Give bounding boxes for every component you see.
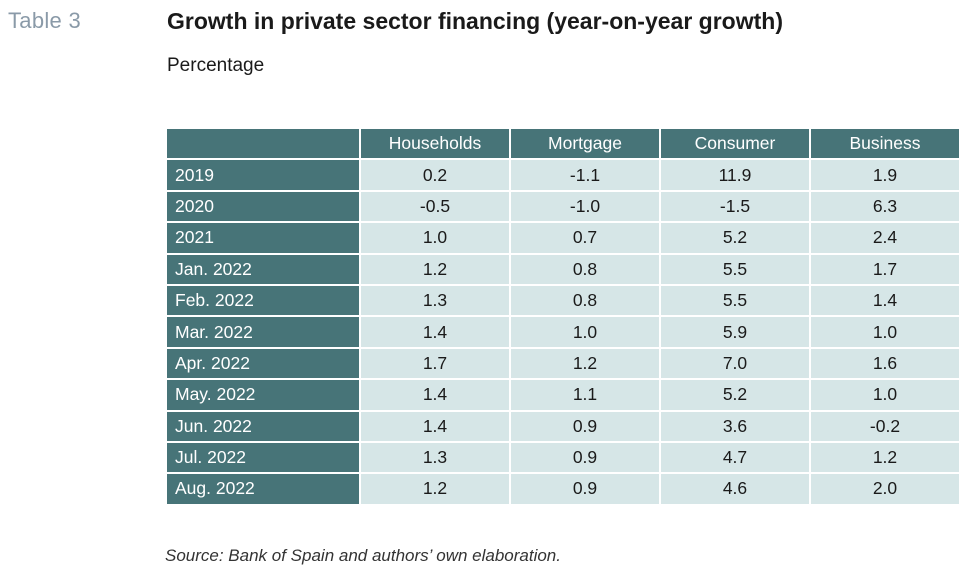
row-label: 2020 [166,190,360,223]
table-cell-consumer: 3.6 [660,410,810,442]
data-table: Households Mortgage Consumer Business 2019 0.… [166,128,960,505]
table-title: Growth in private sector financing (year… [167,8,783,34]
header-corner-cell [166,128,360,160]
table-cell-mortgage: 0.8 [510,253,660,285]
table-cell-mortgage: 1.1 [510,379,660,411]
column-header-business: Business [810,128,960,160]
table-cell-business: 2.0 [810,473,960,505]
table-cell-mortgage: 0.8 [510,284,660,317]
table-cell-business: 1.0 [810,316,960,348]
table-cell-consumer: 5.5 [660,253,810,285]
table-cell-households: 1.0 [360,222,510,254]
row-label: Jul. 2022 [166,441,360,474]
table-cell-households: 0.2 [360,159,510,191]
table-cell-consumer: 5.2 [660,379,810,411]
row-label: May. 2022 [166,379,360,411]
table-cell-mortgage: 1.2 [510,347,660,380]
table-cell-mortgage: 0.9 [510,441,660,474]
table-cell-mortgage: -1.1 [510,159,660,191]
table-cell-mortgage: 0.9 [510,473,660,505]
table-number: Table 3 [8,8,82,33]
table-cell-households: 1.2 [360,473,510,505]
table-cell-households: 1.4 [360,410,510,442]
table-cell-mortgage: 0.7 [510,222,660,254]
table-cell-business: 1.6 [810,347,960,380]
column-header-mortgage: Mortgage [510,128,660,160]
row-label: Jan. 2022 [166,253,360,285]
row-label: Jun. 2022 [166,410,360,442]
table-cell-mortgage: 1.0 [510,316,660,348]
row-label: Mar. 2022 [166,316,360,348]
row-label: Apr. 2022 [166,347,360,380]
row-label: 2019 [166,159,360,191]
row-label: Feb. 2022 [166,284,360,317]
row-label: Aug. 2022 [166,473,360,505]
table-cell-business: 6.3 [810,190,960,223]
table-cell-households: 1.3 [360,284,510,317]
column-header-households: Households [360,128,510,160]
table-cell-consumer: 5.2 [660,222,810,254]
table-cell-households: -0.5 [360,190,510,223]
table-cell-mortgage: 0.9 [510,410,660,442]
table-cell-consumer: 4.6 [660,473,810,505]
column-header-consumer: Consumer [660,128,810,160]
table-cell-consumer: 11.9 [660,159,810,191]
table-cell-business: 1.4 [810,284,960,317]
table-cell-consumer: 7.0 [660,347,810,380]
table-cell-business: 2.4 [810,222,960,254]
table-cell-consumer: 4.7 [660,441,810,474]
table-cell-consumer: 5.9 [660,316,810,348]
source-note: Source: Bank of Spain and authors’ own e… [165,546,561,565]
table-cell-mortgage: -1.0 [510,190,660,223]
table-cell-business: 1.2 [810,441,960,474]
table-cell-households: 1.3 [360,441,510,474]
table-cell-consumer: -1.5 [660,190,810,223]
table-cell-households: 1.4 [360,316,510,348]
table-cell-households: 1.2 [360,253,510,285]
table-cell-business: 1.9 [810,159,960,191]
table-cell-business: 1.7 [810,253,960,285]
table-cell-households: 1.7 [360,347,510,380]
row-label: 2021 [166,222,360,254]
table-cell-households: 1.4 [360,379,510,411]
table-cell-consumer: 5.5 [660,284,810,317]
table-cell-business: -0.2 [810,410,960,442]
table-subtitle: Percentage [167,55,265,76]
table-cell-business: 1.0 [810,379,960,411]
